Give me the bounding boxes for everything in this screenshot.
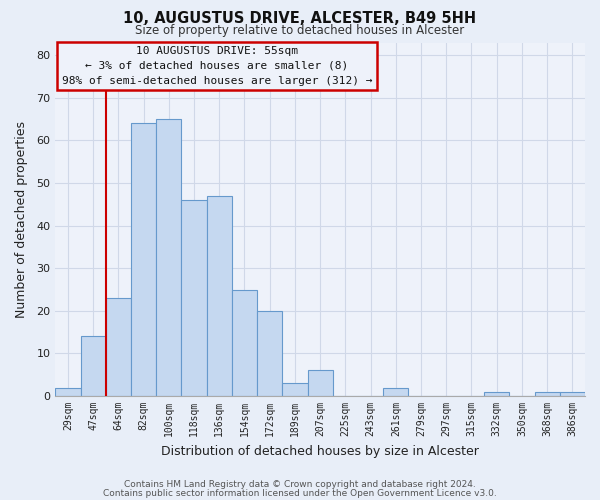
Bar (535, 392, 560, 396)
Bar (484, 392, 509, 396)
Bar (80, 336, 106, 396)
Text: Contains HM Land Registry data © Crown copyright and database right 2024.: Contains HM Land Registry data © Crown c… (124, 480, 476, 489)
Bar (206, 196, 232, 396)
Bar (560, 392, 585, 396)
X-axis label: Distribution of detached houses by size in Alcester: Distribution of detached houses by size … (161, 444, 479, 458)
Bar (106, 298, 131, 396)
Text: 10, AUGUSTUS DRIVE, ALCESTER, B49 5HH: 10, AUGUSTUS DRIVE, ALCESTER, B49 5HH (124, 11, 476, 26)
Text: Size of property relative to detached houses in Alcester: Size of property relative to detached ho… (136, 24, 464, 37)
Bar (383, 388, 409, 396)
Bar (308, 370, 333, 396)
Y-axis label: Number of detached properties: Number of detached properties (15, 121, 28, 318)
Text: Contains public sector information licensed under the Open Government Licence v3: Contains public sector information licen… (103, 488, 497, 498)
Bar (257, 311, 283, 396)
Bar (232, 290, 257, 396)
Bar (131, 124, 156, 396)
Bar (181, 200, 206, 396)
Text: 10 AUGUSTUS DRIVE: 55sqm
← 3% of detached houses are smaller (8)
98% of semi-det: 10 AUGUSTUS DRIVE: 55sqm ← 3% of detache… (62, 46, 372, 86)
Bar (156, 119, 181, 396)
Bar (55, 388, 80, 396)
Bar (283, 384, 308, 396)
